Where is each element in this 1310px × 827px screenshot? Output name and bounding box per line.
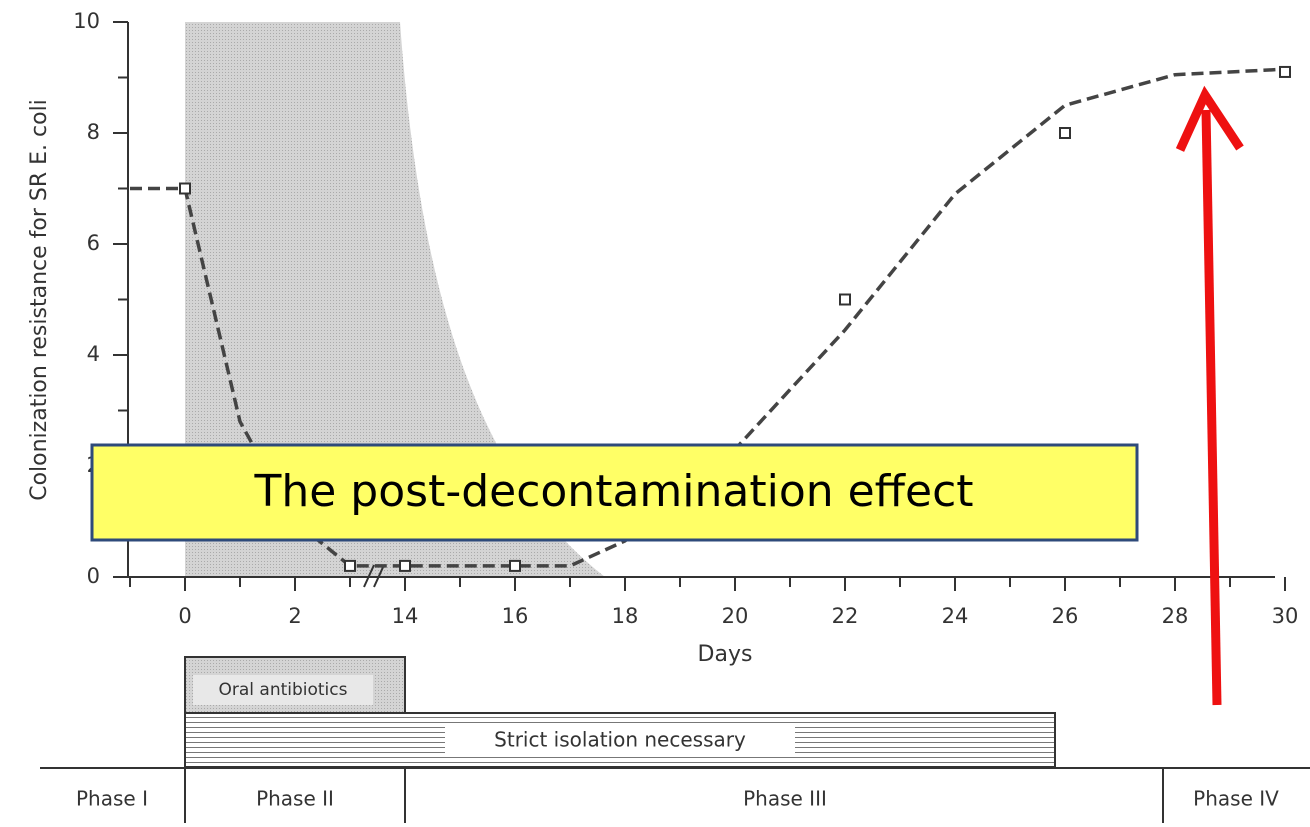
- phase-label: Phase II: [256, 787, 334, 811]
- bar-label: Oral antibiotics: [218, 680, 347, 700]
- y-tick-label: 8: [87, 120, 100, 144]
- bar-label: Strict isolation necessary: [494, 728, 746, 752]
- x-tick-label: 30: [1272, 604, 1299, 628]
- timeline: Oral antibiotics Strict isolation necess…: [40, 656, 1310, 823]
- data-point: [509, 559, 521, 572]
- y-tick-label: 0: [87, 564, 100, 588]
- x-tick-label: 24: [942, 604, 969, 628]
- annotation-box: [90, 443, 1139, 542]
- data-point: [179, 182, 191, 195]
- data-point: [1279, 65, 1291, 78]
- arrow-head: [1175, 85, 1244, 152]
- label-bg: [445, 725, 795, 755]
- phase-label: Phase IV: [1193, 787, 1279, 811]
- data-point: [839, 293, 851, 306]
- y-tick-label: 6: [87, 231, 100, 255]
- data-point: [1059, 127, 1071, 139]
- annotation: The post-decontamination effect: [253, 466, 973, 517]
- axis-break: [363, 564, 375, 588]
- data-point: [399, 559, 411, 572]
- x-tick-label: 20: [722, 604, 749, 628]
- arrow-shaft: [1201, 109, 1222, 706]
- x-tick-label: 18: [612, 604, 639, 628]
- x-axis-label: Days: [698, 642, 753, 667]
- x-tick-label: 14: [392, 604, 419, 628]
- x-tick-label: 26: [1052, 604, 1079, 628]
- x-tick-label: 22: [832, 604, 859, 628]
- x-tick-label: 2: [288, 604, 301, 628]
- x-tick-label: 16: [502, 604, 529, 628]
- phase-label: Phase III: [743, 787, 827, 811]
- axis-break: [373, 564, 385, 588]
- x-tick-label: 0: [178, 604, 191, 628]
- phase-label: Phase I: [76, 787, 148, 811]
- x-tick-label: 28: [1162, 604, 1189, 628]
- data-point: [344, 559, 356, 572]
- y-tick-label: 4: [87, 342, 100, 366]
- label-bg: [193, 675, 373, 705]
- y-axis-label: Colonization resistance for SR E. coli: [27, 99, 52, 501]
- treatment-shading: [185, 22, 605, 577]
- y-tick-label: 10: [73, 9, 100, 33]
